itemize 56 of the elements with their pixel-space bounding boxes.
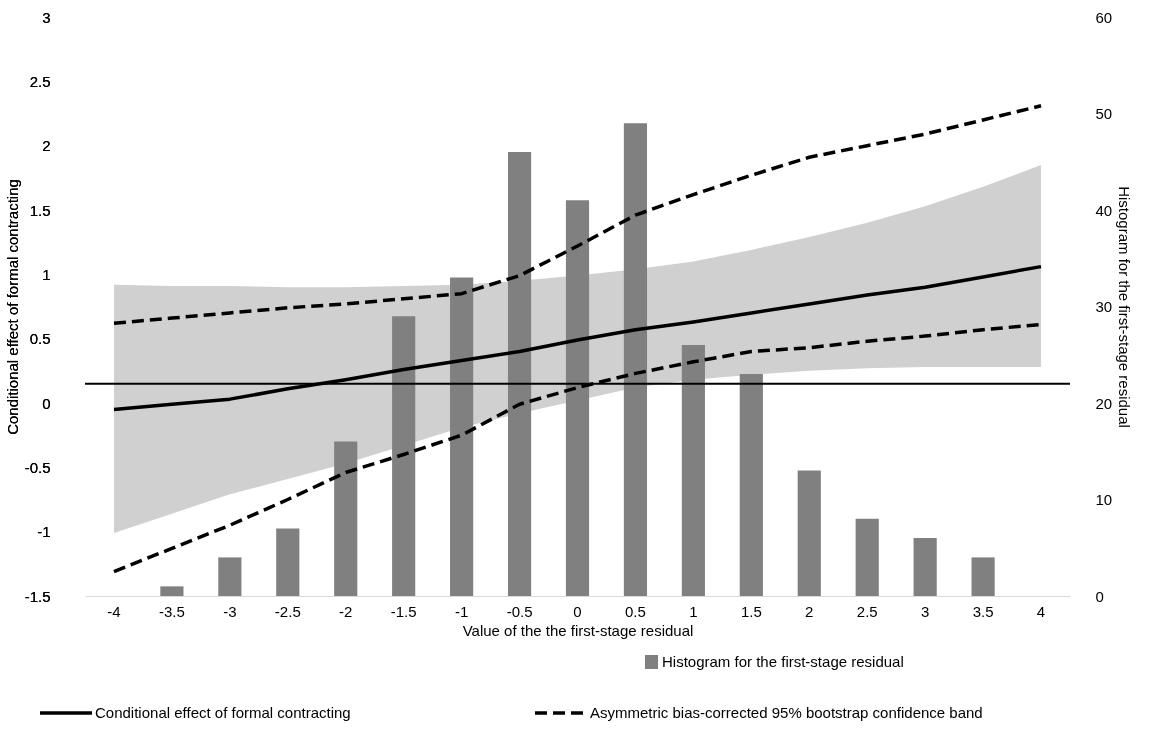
bar — [507, 152, 532, 596]
y2-tick-label: 10 — [1095, 491, 1113, 508]
bar — [797, 470, 821, 596]
x-tick-label: -3 — [223, 602, 237, 620]
legend-label: Asymmetric bias-corrected 95% bootstrap confidence band — [590, 704, 983, 721]
bar — [218, 557, 242, 596]
x-tick-label: 1 — [689, 602, 698, 620]
line-series — [112, 104, 1043, 325]
y-tick-label: -1 — [37, 523, 51, 541]
x-tick-label: 4 — [1036, 602, 1046, 620]
y2-tick-label: 0 — [1095, 587, 1104, 605]
x-tick-label: 3.5 — [972, 602, 994, 620]
bar — [160, 586, 184, 596]
bar — [334, 441, 358, 596]
y-tick-label: 3 — [42, 8, 51, 26]
x-tick-label: -0.5 — [506, 602, 533, 620]
x-axis-title: Value of the the first-stage residual — [462, 621, 694, 639]
bar — [392, 316, 416, 596]
y-tick-label: 2.5 — [29, 72, 51, 90]
y-tick-label: -0.5 — [24, 458, 51, 476]
y2-tick-label: 20 — [1095, 394, 1113, 412]
bar — [565, 200, 590, 596]
x-tick-label: -4 — [107, 602, 121, 620]
bar — [681, 345, 705, 596]
bar — [913, 538, 937, 596]
bar — [855, 518, 879, 596]
bar — [450, 277, 474, 596]
legend-label: Histogram for the first-stage residual — [662, 653, 904, 670]
x-tick-label: -1.5 — [390, 602, 417, 620]
bar — [276, 528, 300, 596]
y-axis-title: Conditional effect of formal contracting — [3, 179, 21, 435]
y-tick-label: 1.5 — [29, 201, 51, 219]
x-tick-label: -1 — [454, 602, 469, 620]
x-tick-label: 2.5 — [856, 602, 878, 620]
bar — [623, 123, 648, 596]
x-tick-label: 0.5 — [625, 602, 646, 620]
bar — [739, 374, 763, 596]
y2-tick-label: 50 — [1095, 105, 1113, 122]
y-tick-label: 1 — [42, 265, 51, 283]
x-tick-label: -2.5 — [274, 602, 301, 620]
y-tick-label: 0 — [42, 394, 51, 412]
y2-tick-label: 30 — [1095, 298, 1113, 315]
x-tick-label: -3.5 — [158, 602, 185, 620]
legend-label: Conditional effect of formal contracting — [95, 704, 351, 721]
x-tick-label: 2 — [805, 602, 814, 620]
y-tick-label: 2 — [42, 137, 51, 155]
y-tick-label: -1.5 — [24, 587, 51, 605]
y2-tick-label: 60 — [1095, 8, 1113, 26]
bar — [971, 557, 995, 596]
y-tick-label: 0.5 — [29, 330, 51, 348]
x-tick-label: 3 — [920, 602, 930, 620]
y2-tick-label: 40 — [1095, 201, 1113, 219]
x-tick-label: 1.5 — [740, 602, 762, 620]
x-tick-label: 0 — [573, 602, 582, 620]
x-tick-label: -2 — [339, 602, 353, 620]
y2-axis-title: Histogram for the first-stage residual — [1116, 186, 1134, 428]
